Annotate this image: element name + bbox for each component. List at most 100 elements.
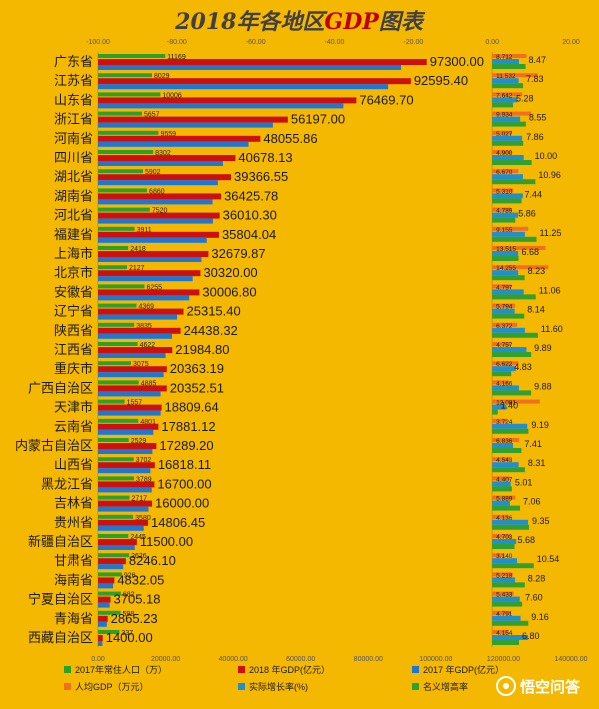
category-label: 福建省 (54, 227, 93, 242)
nominal-growth-bar (492, 544, 515, 549)
nominal-growth-label: 8.28 (528, 573, 546, 583)
legend-label: 人均GDP（万元） (75, 681, 149, 692)
nominal-growth-bar (492, 486, 512, 492)
nominal-growth-bar (492, 332, 538, 338)
population-bar (98, 553, 130, 558)
gdp2018-bar (98, 193, 222, 200)
gdp2017-bar (98, 276, 193, 282)
gdp2018-label: 20363.19 (170, 361, 224, 376)
bottom-axis-tick-label: 100000.00 (419, 656, 452, 663)
per-capita-label: 5.027 (496, 131, 513, 138)
per-capita-bar (492, 610, 512, 615)
per-capita-label: 4.791 (496, 611, 513, 618)
legend-swatch (64, 683, 71, 690)
per-capita-label: 9.934 (496, 112, 513, 119)
nominal-growth-bar (492, 256, 519, 261)
nominal-growth-bar (492, 121, 526, 127)
nominal-growth-label: 9.19 (531, 420, 549, 430)
gdp2017-bar (98, 218, 213, 224)
per-capita-label: 4.154 (496, 630, 513, 637)
population-label: 2418 (130, 246, 146, 253)
real-growth-bar (492, 59, 519, 64)
per-capita-label: 6.670 (496, 169, 513, 176)
per-capita-label: 4.789 (496, 208, 513, 215)
gdp2017-bar (98, 353, 166, 358)
nominal-growth-bar (492, 313, 525, 319)
population-bar (98, 572, 122, 577)
gdp2018-label: 97300.00 (430, 54, 484, 69)
gdp2018-label: 39366.55 (234, 169, 288, 184)
real-growth-bar (492, 462, 519, 468)
category-label: 河北省 (54, 208, 93, 223)
nominal-growth-label: 7.86 (526, 132, 544, 142)
nominal-growth-label: 9.16 (531, 612, 549, 622)
population-label: 2717 (132, 496, 148, 503)
gdp2018-bar (98, 59, 427, 65)
top-axis-tick-label: -20.00 (403, 39, 423, 46)
per-capita-bar (492, 457, 511, 462)
gdp2017-bar (98, 583, 114, 589)
population-bar (98, 284, 145, 289)
gdp2018-bar (98, 308, 184, 315)
per-capita-label: 13.515 (496, 246, 516, 253)
per-capita-label: 4.136 (496, 515, 513, 522)
gdp2017-bar (98, 161, 223, 166)
population-label: 3580 (135, 515, 151, 522)
bottom-axis-tick-label: 80000.00 (354, 656, 383, 663)
population-bar (98, 265, 128, 270)
chart-title-year: 2018 (174, 9, 236, 35)
per-capita-label: 4.407 (496, 476, 513, 483)
per-capita-label: 6.836 (496, 438, 513, 445)
per-capita-label: 3.140 (496, 553, 513, 560)
category-label: 山西省 (54, 457, 93, 472)
gdp2018-bar (98, 462, 155, 469)
nominal-growth-label: 8.47 (529, 55, 547, 65)
legend-swatch (238, 683, 245, 690)
bottom-axis-tick-label: 140000.00 (554, 656, 587, 663)
per-capita-bar (492, 418, 507, 423)
category-label: 四川省 (54, 150, 93, 165)
population-label: 2626 (131, 553, 147, 560)
gdp2017-bar (98, 506, 149, 512)
gdp2018-bar (98, 500, 153, 507)
gdp2017-bar (98, 199, 213, 205)
gdp2018-label: 76469.70 (359, 92, 413, 107)
chart-title-text: 年各地区 (236, 9, 328, 35)
gdp2018-bar (98, 615, 108, 622)
nominal-growth-bar (492, 467, 525, 473)
population-label: 6255 (146, 284, 162, 291)
real-growth-bar (492, 347, 527, 352)
top-axis-tick-label: 0.00 (485, 39, 499, 46)
nominal-growth-label: 9.88 (534, 381, 552, 391)
per-capita-bar (492, 73, 538, 78)
gdp2018-label: 8246.10 (129, 553, 176, 568)
per-capita-label: 5.433 (496, 592, 513, 599)
population-bar (98, 150, 154, 154)
gdp2018-label: 2865.23 (111, 611, 158, 626)
population-label: 4622 (140, 342, 156, 349)
nominal-growth-bar (492, 352, 532, 357)
per-capita-bar (492, 476, 510, 481)
top-axis-tick-label: -40.00 (325, 39, 345, 46)
gdp2017-bar (98, 122, 273, 128)
per-capita-label: 5.310 (496, 188, 513, 195)
category-label: 海南省 (54, 572, 93, 587)
gdp2018-label: 16818.11 (158, 457, 211, 472)
per-capita-bar (492, 150, 512, 154)
gdp2018-bar (98, 385, 167, 392)
population-label: 5657 (144, 112, 160, 119)
population-label: 1557 (127, 400, 143, 407)
real-growth-bar (492, 385, 519, 391)
population-bar (98, 495, 130, 500)
per-capita-label: 4.757 (496, 342, 513, 349)
gdp2018-bar (98, 539, 137, 545)
population-label: 5902 (145, 169, 161, 176)
per-capita-label: 6.372 (496, 323, 513, 330)
population-bar (98, 111, 142, 116)
legend: 2017年常住人口（万） 2018 年GDP(亿元） 2017 年GDP(亿元） 人均… (64, 664, 504, 692)
category-label: 北京市 (54, 265, 93, 280)
nominal-growth-bar (492, 275, 525, 281)
legend-label: 名义增高率 (423, 681, 468, 692)
real-growth-bar (492, 193, 523, 199)
